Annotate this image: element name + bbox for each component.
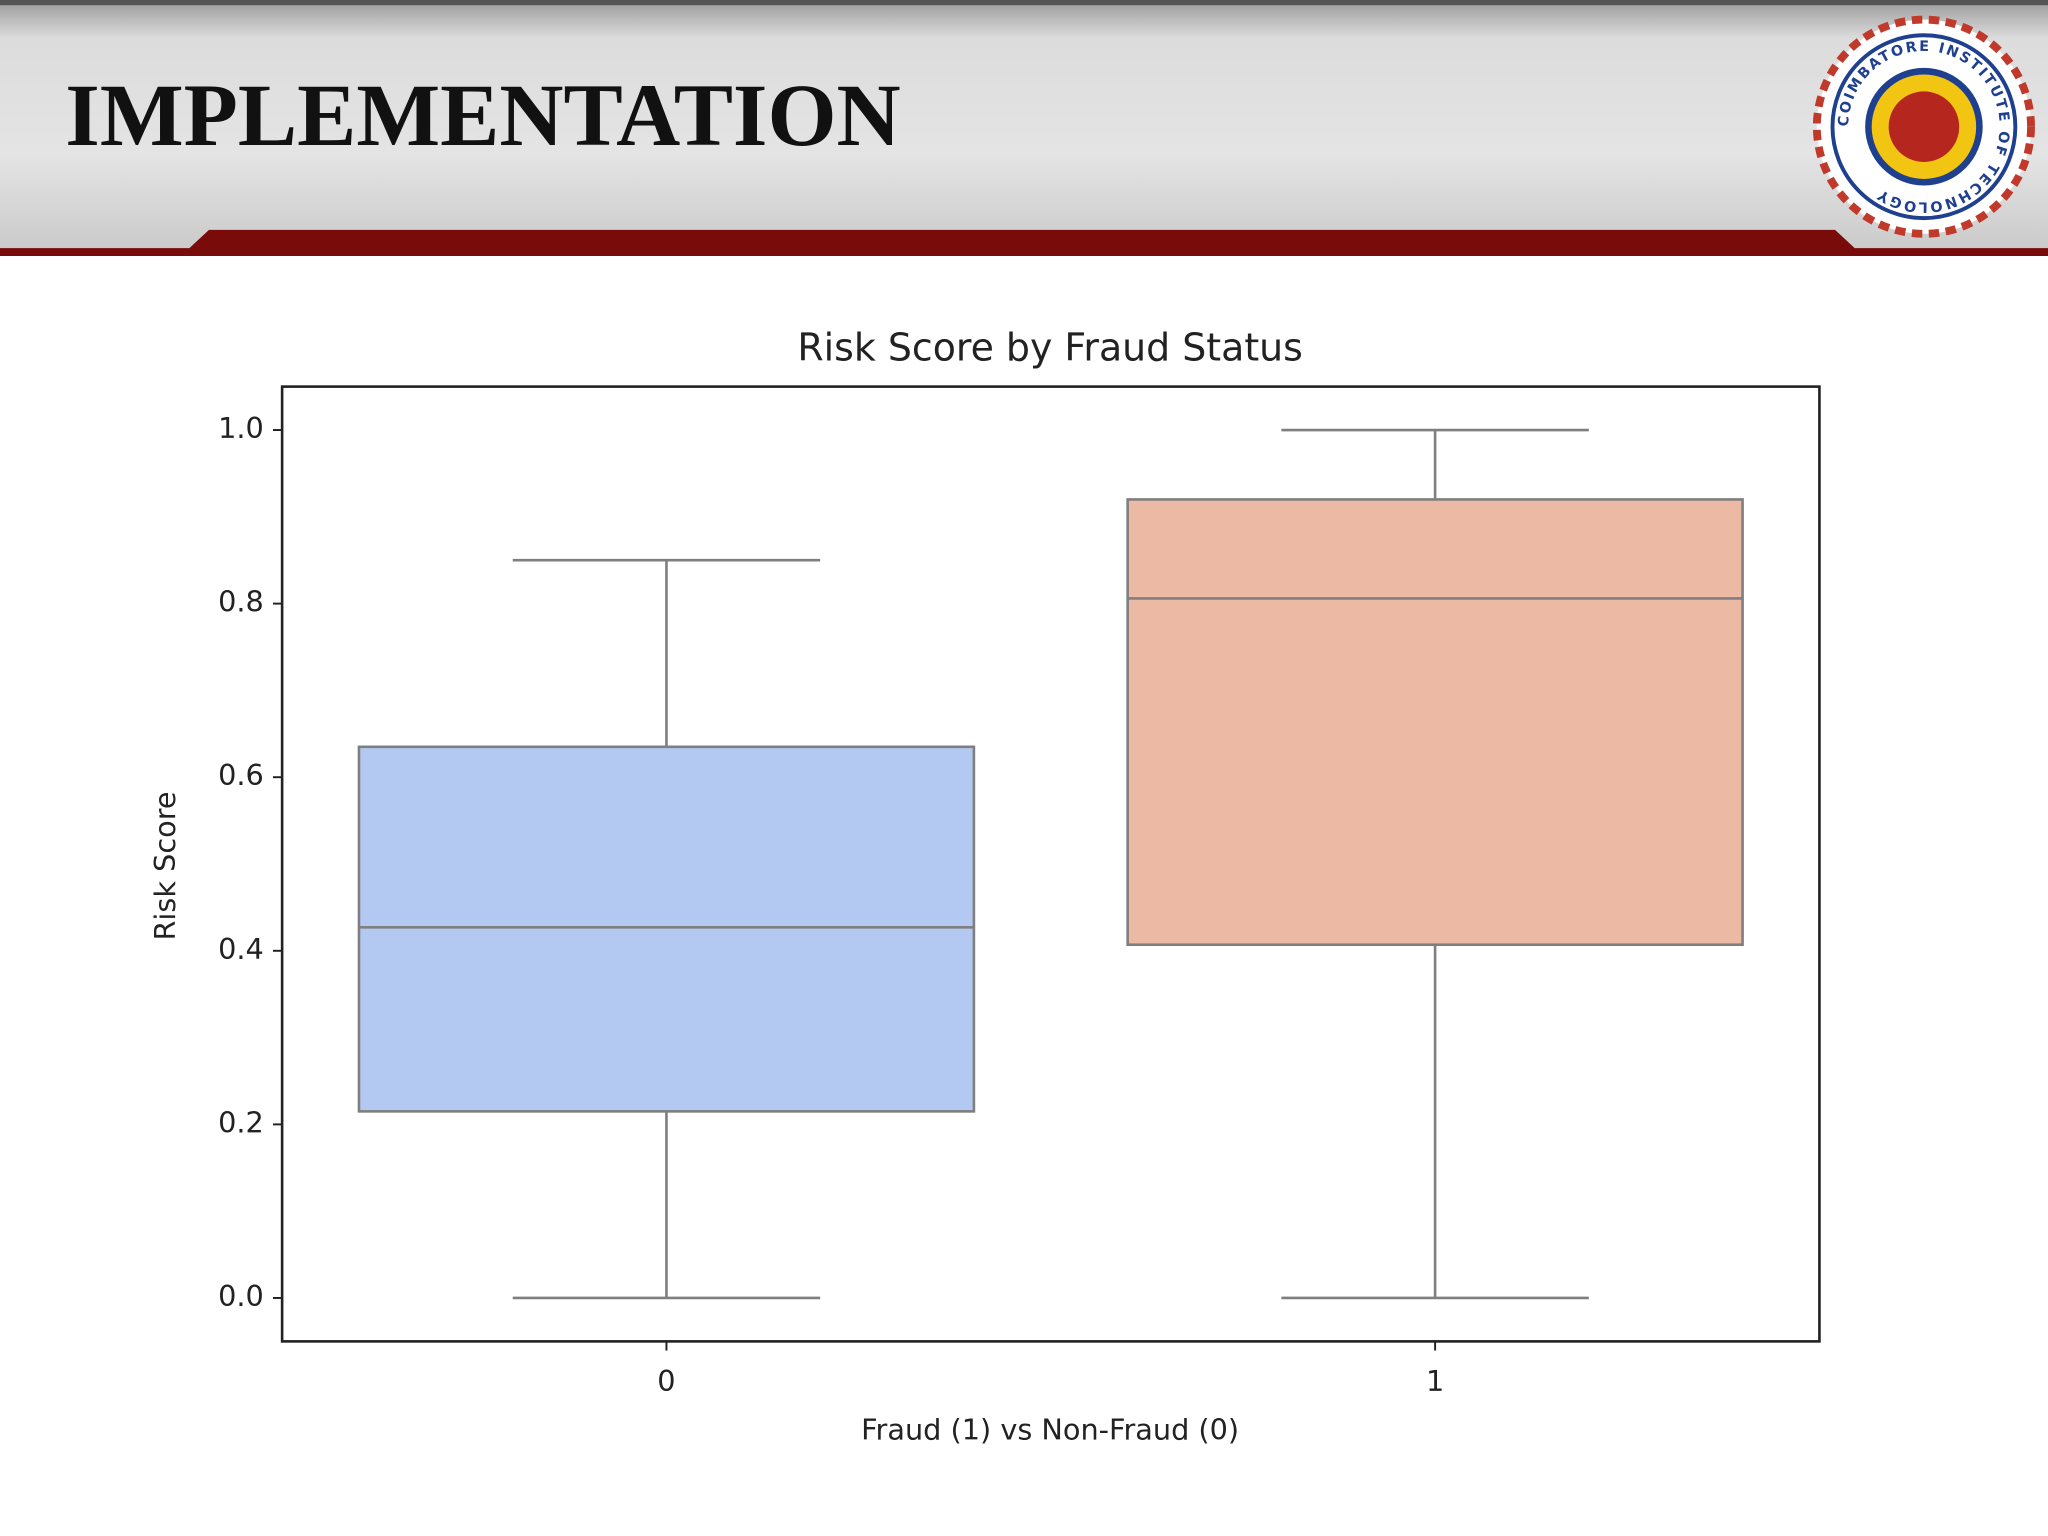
header-band [0, 0, 2048, 256]
x-tick-label: 0 [657, 1364, 675, 1398]
box [1126, 498, 1744, 947]
y-tick-label: 0.4 [218, 932, 264, 966]
y-tick-label: 0.0 [218, 1279, 264, 1313]
header-top-edge [0, 0, 2048, 6]
y-tick-label: 0.8 [218, 585, 264, 619]
logo-center [1888, 91, 1960, 162]
y-tick-label: 0.6 [218, 758, 264, 792]
header-red-bar [0, 229, 2048, 256]
slide-title: IMPLEMENTATION [65, 67, 900, 165]
box [357, 745, 976, 1113]
logo: COIMBATORE INSTITUTE OF TECHNOLOGY [1812, 15, 2035, 238]
y-tick-label: 0.2 [218, 1105, 264, 1139]
x-tick-label: 1 [1426, 1364, 1444, 1398]
y-axis-label: Risk Score [148, 791, 182, 940]
plot-frame [280, 385, 1821, 1343]
x-axis-label: Fraud (1) vs Non-Fraud (0) [861, 1413, 1239, 1447]
plot-area: 0.0 0.2 0.4 0.6 0.8 1.0 0 1 [218, 411, 1744, 1398]
y-tick-label: 1.0 [218, 411, 264, 445]
chart-title: Risk Score by Fraud Status [797, 326, 1303, 370]
